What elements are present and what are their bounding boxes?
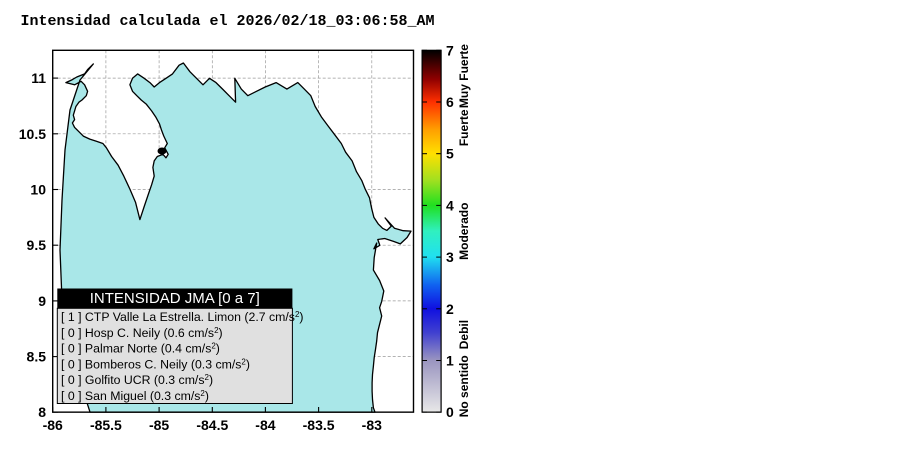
svg-text:8.5: 8.5	[27, 349, 47, 365]
svg-text:[ 1 ] CTP Valle La Estrella.: [ 1 ] CTP Valle La Estrella. Limon (2.7 …	[61, 310, 304, 325]
svg-text:No sentido: No sentido	[457, 355, 471, 417]
svg-text:2: 2	[446, 301, 454, 317]
svg-text:10.5: 10.5	[19, 126, 46, 142]
svg-text:3: 3	[446, 249, 454, 265]
svg-text:9.5: 9.5	[27, 237, 47, 253]
svg-text:Debil: Debil	[457, 320, 471, 349]
svg-text:0: 0	[446, 404, 454, 420]
svg-text:Moderado: Moderado	[457, 203, 471, 260]
svg-text:Muy Fuerte: Muy Fuerte	[457, 44, 471, 108]
svg-text:-83: -83	[362, 417, 382, 433]
svg-text:7: 7	[446, 42, 454, 58]
svg-text:INTENSIDAD JMA [0 a 7]: INTENSIDAD JMA [0 a 7]	[90, 290, 260, 307]
svg-text:[ 0 ] Golfito UCR (0.3 cm/s2): [ 0 ] Golfito UCR (0.3 cm/s2)	[61, 373, 213, 388]
svg-text:[ 0 ] San Miguel (0.3 cm/s2): [ 0 ] San Miguel (0.3 cm/s2)	[61, 389, 209, 404]
svg-text:1: 1	[446, 353, 454, 369]
svg-text:-84.5: -84.5	[196, 417, 228, 433]
svg-text:-83.5: -83.5	[303, 417, 335, 433]
svg-text:-86: -86	[43, 417, 63, 433]
svg-text:[ 0 ] Hosp C. Neily (0.6 cm/s: [ 0 ] Hosp C. Neily (0.6 cm/s2)	[61, 325, 223, 340]
svg-text:5: 5	[446, 146, 454, 162]
svg-text:10: 10	[30, 182, 46, 198]
svg-text:6: 6	[446, 94, 454, 110]
svg-text:-85: -85	[149, 417, 169, 433]
svg-text:11: 11	[31, 70, 46, 86]
svg-text:[ 0 ] Palmar Norte (0.4 cm/s2: [ 0 ] Palmar Norte (0.4 cm/s2)	[61, 341, 220, 356]
svg-text:[ 0 ] Bomberos C. Neily (0.3: [ 0 ] Bomberos C. Neily (0.3 cm/s2)	[61, 357, 250, 372]
svg-text:9: 9	[38, 293, 46, 309]
svg-text:4: 4	[446, 197, 454, 213]
svg-text:-84: -84	[255, 417, 275, 433]
svg-text:Fuerte: Fuerte	[457, 109, 471, 146]
svg-text:-85.5: -85.5	[90, 417, 122, 433]
